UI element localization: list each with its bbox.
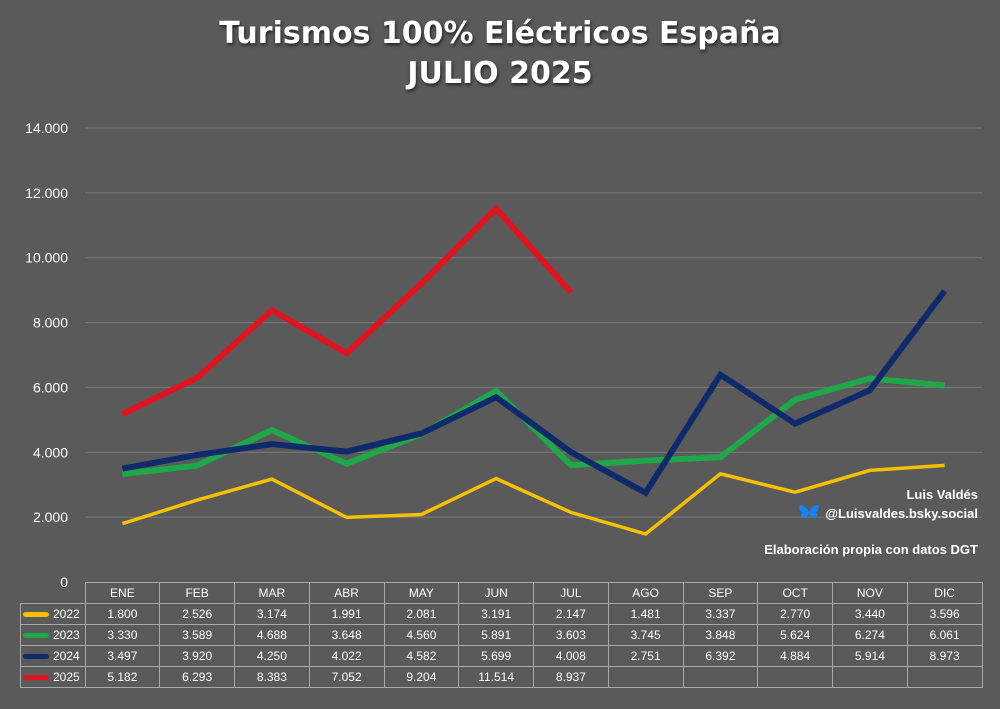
- author-handle-row: @Luisvaldes.bsky.social: [799, 504, 978, 522]
- legend-entry-2023: 2023: [20, 624, 86, 646]
- y-tick-label: 12.000: [25, 185, 68, 201]
- table-cell: 1.481: [607, 603, 684, 625]
- month-header: JUN: [458, 582, 534, 604]
- table-cell: 4.022: [308, 645, 385, 667]
- author-handle: @Luisvaldes.bsky.social: [825, 505, 978, 521]
- month-header: DIC: [906, 582, 983, 604]
- table-cell: 2.770: [757, 603, 833, 625]
- month-header: FEB: [159, 582, 235, 604]
- month-header: SEP: [682, 582, 759, 604]
- author-name: Luis Valdés: [906, 487, 978, 502]
- table-cell: 4.582: [383, 645, 460, 667]
- table-cell: 1.800: [84, 603, 161, 625]
- chart-title: Turismos 100% Eléctricos España JULIO 20…: [0, 14, 1000, 94]
- data-source-note: Elaboración propia con datos DGT: [764, 542, 978, 557]
- table-cell: 11.514: [458, 666, 534, 688]
- table-cell: 5.624: [757, 624, 833, 646]
- y-tick-label: 14.000: [25, 120, 68, 136]
- series-line-2022: [121, 463, 945, 536]
- table-cell: [832, 666, 908, 688]
- table-cell: 4.560: [383, 624, 460, 646]
- table-cell: 6.061: [906, 624, 983, 646]
- table-cell: 4.688: [234, 624, 310, 646]
- table-cell: 5.891: [458, 624, 534, 646]
- table-cell: 3.848: [682, 624, 759, 646]
- legend-label: 2022: [53, 607, 80, 621]
- table-cell: 3.589: [159, 624, 235, 646]
- month-header: ENE: [84, 582, 161, 604]
- table-cell: 3.174: [234, 603, 310, 625]
- table-row: 2022 1.800 2.526 3.174 1.991 2.081 3.191 2.147 1…: [20, 603, 983, 625]
- legend-label: 2024: [53, 649, 80, 663]
- table-cell: 5.914: [832, 645, 908, 667]
- legend-entry-2024: 2024: [20, 645, 86, 667]
- series-line-2025: [121, 204, 574, 417]
- table-cell: [757, 666, 833, 688]
- table-cell: 8.973: [906, 645, 983, 667]
- table-row: 2023 3.330 3.589 4.688 3.648 4.560 5.891 3.603 3…: [20, 624, 983, 646]
- table-cell: 2.147: [533, 603, 609, 625]
- legend-swatch: [23, 633, 49, 639]
- legend-label: 2025: [53, 670, 80, 684]
- table-cell: 6.293: [159, 666, 235, 688]
- y-tick-label: 0: [60, 574, 68, 590]
- legend-swatch: [23, 654, 49, 660]
- legend-swatch: [23, 612, 49, 618]
- table-cell: 2.081: [383, 603, 460, 625]
- table-corner-cell: [20, 582, 86, 604]
- series-line-2024: [121, 289, 947, 497]
- table-cell: 3.745: [607, 624, 684, 646]
- chart-title-line-1: Turismos 100% Eléctricos España: [219, 16, 781, 51]
- legend-label: 2023: [53, 628, 80, 642]
- table-cell: 3.440: [832, 603, 908, 625]
- table-cell: 2.751: [607, 645, 684, 667]
- table-cell: 6.274: [832, 624, 908, 646]
- legend-swatch: [23, 675, 49, 681]
- table-cell: 4.008: [533, 645, 609, 667]
- table-cell: [906, 666, 983, 688]
- table-cell: [607, 666, 684, 688]
- month-header: MAR: [234, 582, 310, 604]
- table-cell: 4.250: [234, 645, 310, 667]
- month-header: JUL: [533, 582, 609, 604]
- table-cell: 1.991: [308, 603, 385, 625]
- bluesky-butterfly-icon: [799, 505, 820, 518]
- table-cell: 6.392: [682, 645, 759, 667]
- table-cell: 9.204: [383, 666, 460, 688]
- legend-entry-2025: 2025: [20, 666, 86, 688]
- data-table: ENE FEB MAR ABR MAY JUN JUL AGO SEP OCT NOV DIC 202…: [20, 582, 983, 688]
- month-header: NOV: [832, 582, 908, 604]
- table-cell: 5.699: [458, 645, 534, 667]
- table-cell: 8.937: [533, 666, 609, 688]
- chart-title-line-2: JULIO 2025: [407, 56, 593, 91]
- table-cell: 5.182: [84, 666, 161, 688]
- table-row: 2025 5.182 6.293 8.383 7.052 9.204 11.514 8.937: [20, 666, 983, 688]
- table-row: 2024 3.497 3.920 4.250 4.022 4.582 5.699 4.008 2…: [20, 645, 983, 667]
- month-header: AGO: [607, 582, 684, 604]
- table-cell: 3.497: [84, 645, 161, 667]
- table-cell: 3.191: [458, 603, 534, 625]
- table-cell: 4.884: [757, 645, 833, 667]
- table-cell: 3.920: [159, 645, 235, 667]
- y-tick-label: 4.000: [33, 444, 68, 460]
- month-header: OCT: [757, 582, 833, 604]
- legend-entry-2022: 2022: [20, 603, 86, 625]
- table-cell: 3.337: [682, 603, 759, 625]
- table-cell: 3.648: [308, 624, 385, 646]
- table-cell: 3.603: [533, 624, 609, 646]
- table-cell: 8.383: [234, 666, 310, 688]
- table-cell: 3.596: [906, 603, 983, 625]
- table-cell: [682, 666, 759, 688]
- month-header: ABR: [308, 582, 385, 604]
- y-tick-label: 6.000: [33, 379, 68, 395]
- y-tick-label: 8.000: [33, 315, 68, 331]
- table-cell: 2.526: [159, 603, 235, 625]
- month-header: MAY: [383, 582, 460, 604]
- y-tick-label: 2.000: [33, 509, 68, 525]
- table-cell: 3.330: [84, 624, 161, 646]
- y-tick-label: 10.000: [25, 250, 68, 266]
- table-header-row: ENE FEB MAR ABR MAY JUN JUL AGO SEP OCT NOV DIC: [20, 582, 983, 604]
- table-cell: 7.052: [308, 666, 385, 688]
